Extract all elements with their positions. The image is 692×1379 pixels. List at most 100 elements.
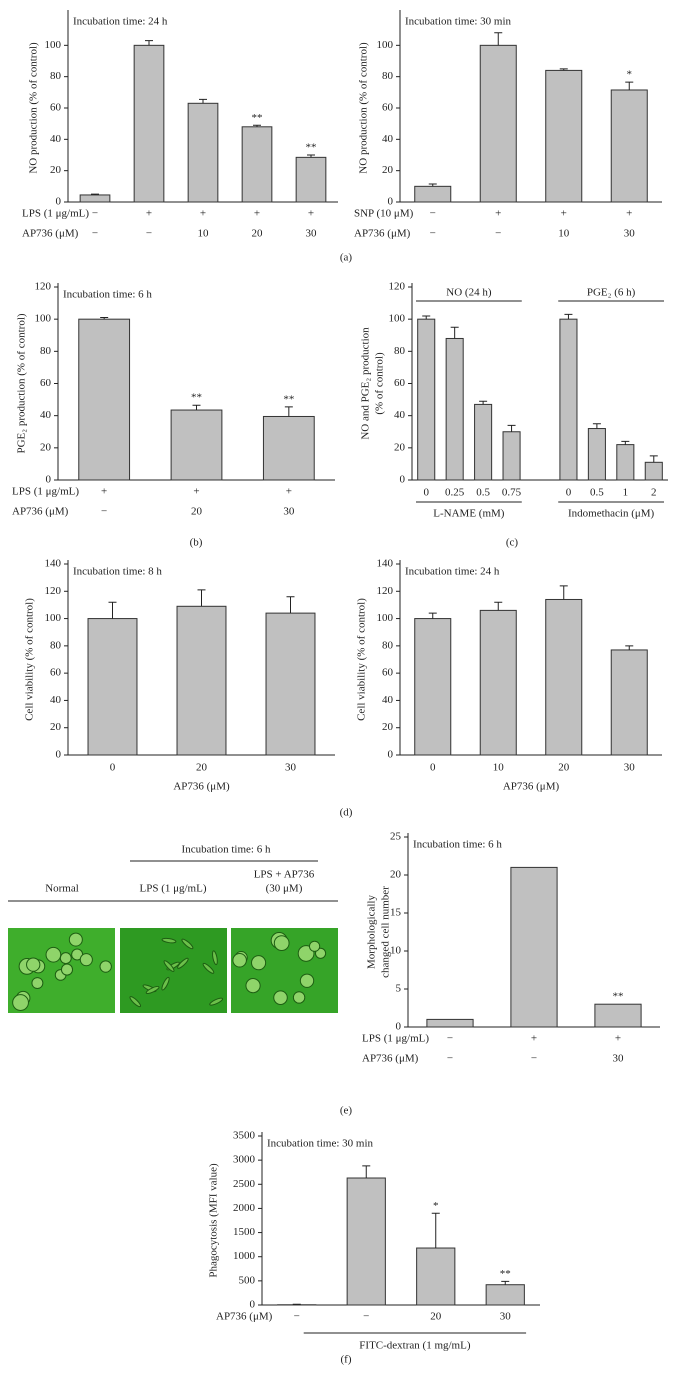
annotation: Incubation time: 24 h: [405, 566, 500, 578]
bar: [479, 44, 517, 203]
x-tick-label: 30: [624, 762, 636, 774]
y-axis-label: (% of control): [374, 352, 386, 415]
micrograph-label: Normal: [45, 883, 79, 895]
cell: [273, 990, 288, 1005]
condition-value: −: [92, 208, 98, 220]
y-tick-label: 80: [50, 70, 62, 82]
error-bar: [197, 589, 206, 607]
y-tick-label: 120: [389, 281, 406, 293]
condition-label: LPS (1 μg/mL): [12, 486, 79, 498]
y-tick-label: 40: [50, 694, 62, 706]
y-tick-label: 25: [390, 831, 402, 843]
bar: [87, 618, 138, 756]
condition-value: 20: [430, 1311, 442, 1323]
x-tick-label: 1: [623, 487, 629, 499]
x-tick-label: 0: [423, 487, 429, 499]
bar: [414, 618, 452, 756]
y-tick-label: 60: [40, 377, 52, 389]
y-tick-label: 40: [382, 694, 394, 706]
x-tick-label: 2: [651, 487, 657, 499]
condition-label: AP736 (μM): [354, 228, 411, 240]
condition-value: +: [101, 486, 107, 498]
significance: **: [252, 112, 263, 124]
x-axis-label: AP736 (μM): [173, 781, 230, 793]
condition-value: −: [430, 228, 436, 240]
bar: [265, 612, 316, 756]
y-tick-label: 60: [382, 102, 394, 114]
y-tick-label: 2500: [233, 1178, 256, 1190]
y-tick-label: 60: [50, 667, 62, 679]
bar: [479, 609, 517, 756]
cell: [99, 960, 112, 973]
condition-value: +: [561, 208, 567, 220]
bar: [502, 431, 521, 481]
x-tick-label: 0.5: [476, 487, 490, 499]
error-bar: [494, 32, 503, 46]
condition-value: −: [92, 228, 98, 240]
bar: [587, 428, 606, 481]
cell: [314, 947, 327, 959]
y-tick-label: 0: [388, 196, 394, 208]
error-bar: [649, 455, 658, 463]
condition-value: 20: [191, 506, 203, 518]
error-bar: [422, 315, 431, 320]
cell: [129, 996, 142, 1008]
annotation: Incubation time: 24 h: [73, 16, 168, 28]
error-bar: [100, 317, 109, 320]
significance: **: [306, 142, 317, 154]
condition-value: 10: [558, 228, 570, 240]
y-tick-label: 0: [400, 474, 406, 486]
bar: [485, 1284, 525, 1306]
condition-value: +: [146, 208, 152, 220]
cell: [45, 946, 62, 963]
condition-value: −: [294, 1311, 300, 1323]
micrograph-label: LPS + AP736: [254, 869, 315, 881]
y-tick-label: 120: [377, 585, 394, 597]
y-tick-label: 20: [390, 869, 402, 881]
cell: [161, 937, 177, 944]
annotation: Incubation time: 30 min: [267, 1138, 374, 1150]
condition-value: 30: [283, 506, 295, 518]
y-tick-label: 0: [46, 474, 52, 486]
cell: [177, 957, 189, 969]
x-tick-label: 0: [430, 762, 436, 774]
y-tick-label: 120: [35, 281, 52, 293]
y-tick-label: 15: [390, 907, 402, 919]
micrograph-label: (30 μM): [266, 883, 303, 895]
error-bar: [192, 404, 201, 411]
x-tick-label: 0: [566, 487, 572, 499]
x-tick-label: 20: [558, 762, 570, 774]
error-bar: [564, 313, 573, 320]
y-tick-label: 40: [50, 133, 62, 145]
panel-label: (d): [340, 807, 353, 819]
bar: [610, 649, 648, 756]
y-tick-label: 20: [50, 164, 62, 176]
bar: [616, 444, 635, 481]
error-bar: [284, 406, 293, 417]
significance: **: [500, 1268, 511, 1280]
error-bar: [431, 1212, 440, 1249]
y-axis-label: PGE₂ production (% of control): [16, 313, 28, 453]
bar: [445, 337, 464, 481]
bar: [594, 1003, 642, 1028]
condition-value: +: [308, 208, 314, 220]
y-tick-label: 100: [389, 313, 406, 325]
y-tick-label: 20: [382, 721, 394, 733]
bar: [610, 89, 648, 203]
x-tick-label: 0.25: [445, 487, 465, 499]
condition-value: +: [254, 208, 260, 220]
micrograph-title: Incubation time: 6 h: [182, 844, 271, 856]
condition-value: −: [531, 1053, 537, 1065]
significance: **: [283, 393, 294, 405]
bar: [559, 318, 578, 481]
condition-value: +: [626, 208, 632, 220]
footer-label: FITC-dextran (1 mg/mL): [359, 1340, 471, 1352]
error-bar: [592, 423, 601, 429]
cell: [308, 940, 321, 952]
cell: [59, 952, 72, 965]
bar: [133, 44, 165, 203]
y-tick-label: 40: [394, 409, 406, 421]
condition-label: AP736 (μM): [362, 1053, 419, 1065]
